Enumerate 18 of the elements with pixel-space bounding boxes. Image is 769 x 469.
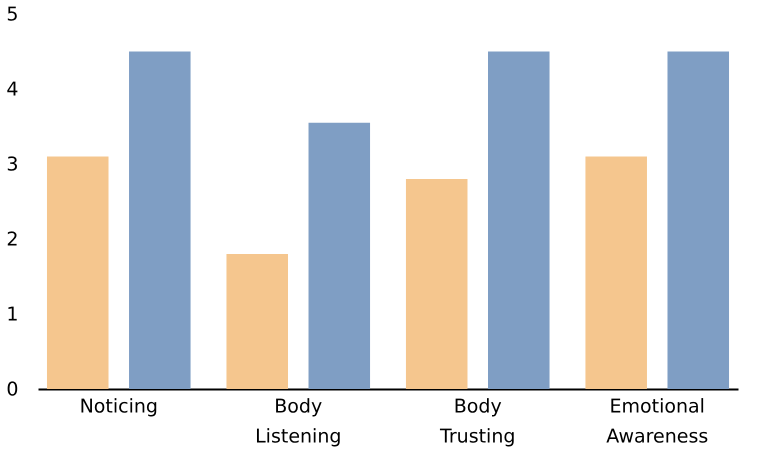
y-tick-label: 1 — [6, 304, 18, 326]
bar — [585, 156, 647, 389]
bar — [129, 52, 191, 389]
y-tick-label: 0 — [6, 378, 18, 400]
y-tick-label: 3 — [6, 154, 18, 176]
y-tick-label: 4 — [6, 78, 18, 100]
bar — [406, 179, 468, 389]
bar — [488, 52, 550, 389]
bar — [308, 122, 370, 389]
x-tick-label: Body Trusting — [439, 396, 516, 448]
x-tick-label: Body Listening — [255, 396, 342, 448]
bar — [46, 156, 109, 389]
bar — [667, 52, 730, 389]
x-tick-label: Emotional Awareness — [606, 396, 708, 448]
y-tick-label: 5 — [6, 4, 18, 26]
y-tick-label: 2 — [6, 228, 18, 250]
x-tick-label: Noticing — [80, 396, 158, 418]
bar — [226, 254, 288, 389]
